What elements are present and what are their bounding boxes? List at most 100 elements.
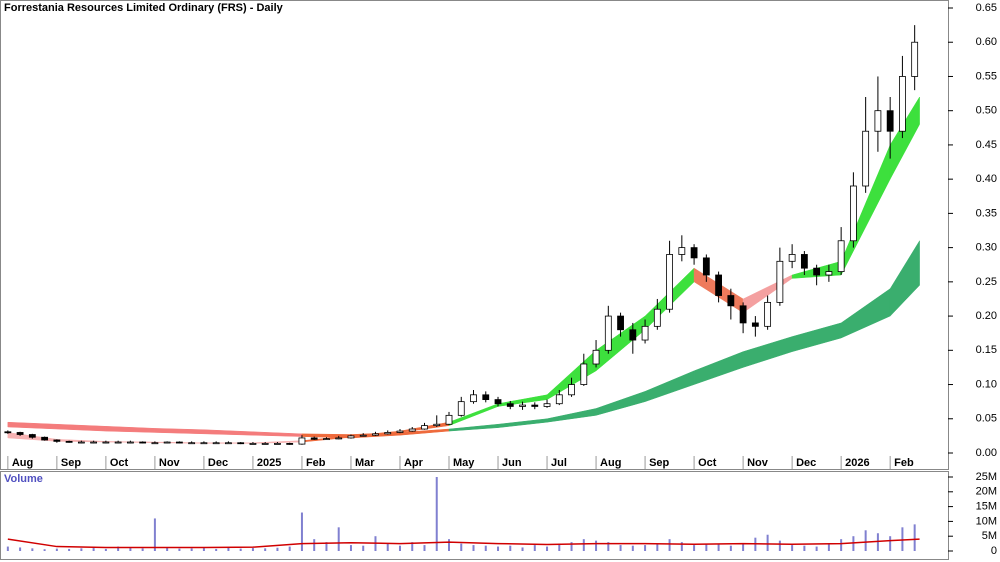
candle-body (274, 443, 281, 445)
volume-bar (117, 546, 120, 551)
candle-body (4, 431, 12, 434)
ma-band (203, 429, 254, 436)
volume-frame (0, 471, 949, 560)
volume-bar (80, 548, 83, 551)
candle-body (702, 257, 710, 276)
volume-bar (166, 547, 169, 551)
candle-body (531, 404, 539, 407)
volume-title: Volume (4, 473, 43, 485)
volume-bar (497, 546, 500, 551)
volume-bar (509, 545, 512, 551)
volume-bar (129, 547, 132, 551)
volume-bar (202, 548, 205, 551)
volume-bar (558, 543, 561, 551)
candle-body (384, 432, 392, 435)
candle-body (666, 254, 673, 310)
candle-body (899, 76, 906, 132)
y-tick-label: 0.20 (976, 310, 997, 322)
y-tick-label: 10M (976, 515, 997, 527)
volume-bar (411, 542, 414, 551)
volume-bar (325, 542, 328, 551)
volume-bar (570, 542, 573, 551)
candle-body (690, 247, 698, 259)
volume-bar (521, 547, 524, 551)
ma-band (742, 336, 793, 368)
candle-body (261, 443, 269, 445)
candle-body (176, 441, 183, 444)
candle-body (188, 442, 196, 445)
volume-bar (190, 548, 193, 551)
ma-band (889, 96, 920, 180)
volume-bar (595, 540, 598, 551)
ma-band (840, 288, 891, 339)
volume-bar (815, 546, 818, 551)
volume-bar (680, 542, 683, 551)
candle-body (568, 384, 575, 396)
volume-bar (153, 518, 156, 551)
y-tick-label: 25M (976, 471, 997, 483)
candle-body (212, 442, 220, 445)
candle-body (90, 441, 98, 444)
candle-body (911, 41, 919, 77)
candle-body (470, 394, 477, 403)
y-tick-label: 0.05 (976, 413, 997, 425)
volume-bar (668, 539, 671, 551)
candle-body (335, 437, 343, 440)
ma-band (448, 403, 499, 426)
x-tick-label: 2026 (845, 457, 869, 469)
x-tick-label: Jun (502, 457, 522, 469)
ma-band (7, 421, 58, 430)
volume-bar (717, 543, 720, 551)
volume-bar (631, 545, 634, 551)
y-tick-label: 0.15 (976, 344, 997, 356)
volume-bar (742, 543, 745, 551)
candle-body (776, 260, 784, 303)
candle-body (323, 438, 330, 441)
volume-bar (766, 534, 769, 551)
volume-bar (31, 548, 34, 551)
y-tick-label: 0 (991, 545, 997, 557)
candle-body (16, 432, 24, 435)
x-tick-label: Jul (551, 457, 567, 469)
ma-band (497, 418, 548, 428)
ma-band (105, 426, 156, 433)
volume-bar (644, 545, 647, 551)
candle-body (727, 295, 735, 307)
volume-ma-line (7, 538, 920, 549)
y-tick-label: 0.55 (976, 70, 997, 82)
x-tick-label: Mar (355, 457, 375, 469)
volume-bar (582, 539, 585, 551)
volume-bar (6, 546, 9, 551)
y-tick-label: 15M (976, 501, 997, 513)
candle-body (764, 301, 772, 327)
volume-bar (264, 548, 267, 551)
volume-bar (864, 530, 867, 551)
volume-bar (901, 527, 904, 551)
candle-body (555, 394, 563, 405)
volume-bar (472, 545, 475, 551)
x-tick-label: Dec (796, 457, 816, 469)
volume-bar (288, 546, 291, 551)
x-tick-label: Oct (110, 457, 129, 469)
volume-bar (803, 545, 806, 551)
volume-bar (778, 540, 781, 551)
candle-body (617, 315, 624, 331)
candle-body (715, 274, 722, 296)
y-tick-label: 0.00 (976, 447, 997, 459)
candle-body (102, 441, 110, 444)
candle-body (849, 185, 857, 242)
candle-body (506, 403, 514, 407)
candle-body (298, 437, 306, 445)
candle-body (163, 441, 171, 444)
volume-bar (276, 547, 279, 551)
volume-bar (251, 548, 254, 551)
y-tick-label: 0.50 (976, 105, 997, 117)
candle-body (580, 363, 588, 385)
volume-bar (337, 527, 340, 551)
candle-body (41, 436, 49, 441)
ma-band (546, 408, 597, 423)
price-frame (0, 0, 949, 470)
x-tick-label: Nov (159, 457, 181, 469)
volume-bar (435, 477, 438, 551)
ma-band (791, 322, 842, 353)
